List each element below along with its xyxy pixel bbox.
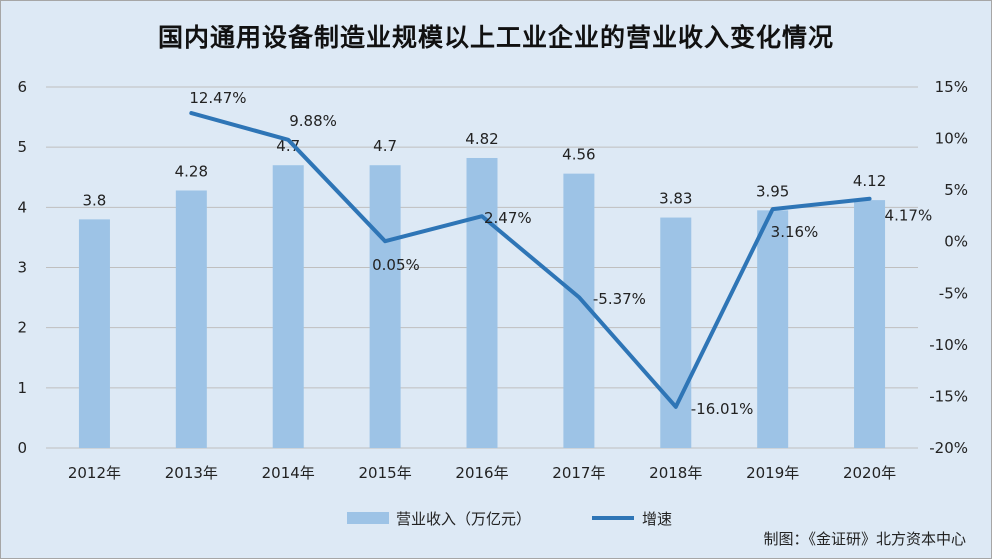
bar-data-label: 4.7 <box>276 137 300 155</box>
bar-data-label: 4.7 <box>373 137 397 155</box>
x-tick-label: 2017年 <box>552 464 605 482</box>
line-data-label: 12.47% <box>189 89 246 107</box>
bar-data-label: 3.8 <box>83 191 107 209</box>
bar <box>175 190 207 448</box>
legend-line-label: 增速 <box>642 510 672 528</box>
x-tick-label: 2013年 <box>165 464 218 482</box>
bar-data-label: 4.12 <box>853 172 886 190</box>
y-left-tick-label: 1 <box>17 379 27 397</box>
line-data-label: 4.17% <box>885 207 933 225</box>
y-right-tick-label: -15% <box>929 387 968 405</box>
y-left-tick-label: 4 <box>17 198 27 216</box>
x-tick-label: 2018年 <box>649 464 702 482</box>
bar <box>757 210 789 448</box>
bar <box>78 219 110 448</box>
x-tick-label: 2016年 <box>455 464 508 482</box>
y-right-tick-label: -10% <box>929 336 968 354</box>
y-left-tick-label: 0 <box>17 439 27 457</box>
legend-bar-swatch <box>347 512 389 524</box>
bar-data-label: 3.83 <box>659 190 692 208</box>
bar <box>854 200 886 448</box>
y-right-tick-label: 15% <box>935 78 968 96</box>
y-left-tick-label: 3 <box>17 259 27 277</box>
y-right-tick-label: -20% <box>929 439 968 457</box>
y-right-tick-label: -5% <box>939 284 968 302</box>
bar-data-label: 4.56 <box>562 146 595 164</box>
line-data-label: 9.88% <box>289 112 337 130</box>
line-data-label: -16.01% <box>691 400 754 418</box>
chart-credit: 制图：《金证研》北方资本中心 <box>763 530 966 548</box>
x-tick-label: 2015年 <box>359 464 412 482</box>
x-tick-label: 2012年 <box>68 464 121 482</box>
legend-bar-label: 营业收入（万亿元） <box>396 510 531 528</box>
line-data-label: 0.05% <box>372 256 420 274</box>
line-data-label: -5.37% <box>593 290 646 308</box>
y-left-tick-label: 5 <box>17 138 27 156</box>
line-data-label: 3.16% <box>771 223 819 241</box>
bar <box>272 165 304 448</box>
y-left-tick-label: 2 <box>17 319 27 337</box>
x-tick-label: 2020年 <box>843 464 896 482</box>
bar-data-label: 4.28 <box>175 162 208 180</box>
bar <box>660 217 692 448</box>
bar <box>466 157 498 448</box>
bar-data-label: 4.82 <box>465 130 498 148</box>
y-right-tick-label: 10% <box>935 130 968 148</box>
growth-line <box>189 111 872 409</box>
chart-title: 国内通用设备制造业规模以上工业企业的营业收入变化情况 <box>157 23 834 52</box>
y-right-tick-label: 5% <box>944 181 968 199</box>
y-left-tick-label: 6 <box>17 78 27 96</box>
x-tick-label: 2014年 <box>262 464 315 482</box>
bar-data-label: 3.95 <box>756 182 789 200</box>
line-data-label: 2.47% <box>484 209 532 227</box>
x-tick-label: 2019年 <box>746 464 799 482</box>
bar <box>369 165 401 448</box>
y-right-tick-label: 0% <box>944 233 968 251</box>
